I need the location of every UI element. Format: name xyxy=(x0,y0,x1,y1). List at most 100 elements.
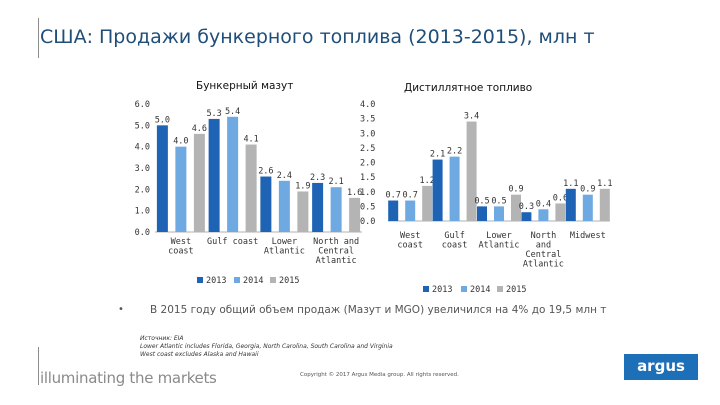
bar xyxy=(175,146,187,232)
legend-swatch xyxy=(497,286,503,292)
bar xyxy=(312,182,324,232)
bar xyxy=(511,194,521,221)
category-label: Central xyxy=(318,247,354,257)
bar xyxy=(565,188,576,221)
legend-swatch xyxy=(197,277,203,283)
data-label: 1.2 xyxy=(420,176,435,186)
legend-swatch xyxy=(270,277,276,283)
bar xyxy=(260,176,272,232)
bar xyxy=(555,203,566,221)
category-label: North xyxy=(531,231,557,241)
data-label: 4.1 xyxy=(243,135,258,145)
chart2-title: Дистиллятное топливо xyxy=(404,82,533,94)
bar xyxy=(521,212,532,221)
legend-swatch xyxy=(234,277,240,283)
legend-label: 2014 xyxy=(470,285,490,295)
data-label: 1.9 xyxy=(295,181,310,191)
data-label: 0.4 xyxy=(536,199,551,209)
bar xyxy=(227,116,239,232)
data-label: 2.1 xyxy=(328,177,343,187)
data-label: 2.4 xyxy=(277,171,292,181)
source-line: Источник: EIA xyxy=(140,335,184,342)
data-label: 2.2 xyxy=(447,147,462,157)
data-label: 1.1 xyxy=(563,179,578,189)
category-label: coast xyxy=(397,241,423,251)
category-label: Central xyxy=(525,250,561,260)
data-label: 1.1 xyxy=(597,179,612,189)
data-label: 0.7 xyxy=(403,191,418,201)
bar xyxy=(449,156,460,221)
y-tick-label: 3.5 xyxy=(360,115,375,125)
note-bullet: • xyxy=(118,304,124,315)
y-tick-label: 5.0 xyxy=(135,121,150,131)
bar xyxy=(193,133,205,232)
category-label: North and xyxy=(313,237,359,247)
bar xyxy=(494,206,504,221)
category-label: West xyxy=(400,231,420,241)
category-label: Midwest xyxy=(570,231,606,241)
data-label: 0.9 xyxy=(508,185,523,195)
y-tick-label: 2.0 xyxy=(135,185,150,195)
data-label: 5.4 xyxy=(225,107,240,117)
legend-label: 2015 xyxy=(279,276,299,286)
category-label: Atlantic xyxy=(316,256,357,266)
bar xyxy=(538,209,549,221)
category-label: coast xyxy=(168,247,194,257)
bar xyxy=(245,144,257,232)
y-tick-label: 2.0 xyxy=(360,159,375,169)
summary-note: В 2015 году общий объем продаж (Мазут и … xyxy=(150,304,607,316)
data-label: 0.7 xyxy=(386,191,401,201)
source-footnote-west-coast: West coast excludes Alaska and Hawaii xyxy=(140,351,259,358)
legend-swatch xyxy=(423,286,429,292)
category-label: Lower xyxy=(486,231,512,241)
y-tick-label: 2.5 xyxy=(360,144,375,154)
y-tick-label: 3.0 xyxy=(135,164,150,174)
bar xyxy=(466,121,477,221)
legend-label: 2015 xyxy=(506,285,526,295)
y-tick-label: 0.0 xyxy=(360,217,375,227)
y-tick-label: 1.0 xyxy=(360,188,375,198)
page-title: США: Продажи бункерного топлива (2013-20… xyxy=(40,26,595,48)
data-label: 2.1 xyxy=(430,150,445,160)
category-label: Lower xyxy=(272,237,298,247)
category-label: Gulf coast xyxy=(207,237,258,247)
data-label: 2.6 xyxy=(258,167,273,177)
bar xyxy=(297,191,309,232)
bar xyxy=(405,200,416,221)
legend-swatch xyxy=(461,286,467,292)
bar xyxy=(388,200,399,221)
data-label: 3.4 xyxy=(464,112,479,122)
data-label: 2.3 xyxy=(310,173,325,183)
y-tick-label: 0.5 xyxy=(360,202,375,212)
category-label: Atlantic xyxy=(479,241,520,251)
legend-label: 2014 xyxy=(243,276,263,286)
bar xyxy=(432,159,443,221)
argus-logo: argus xyxy=(624,354,698,380)
bar xyxy=(278,180,290,232)
data-label: 4.6 xyxy=(192,124,207,134)
footer-tagline: illuminating the markets xyxy=(40,369,217,387)
category-label: and xyxy=(536,241,551,251)
legend-label: 2013 xyxy=(432,285,452,295)
y-tick-label: 1.0 xyxy=(135,207,150,217)
category-label: coast xyxy=(442,241,468,251)
footer-accent-line xyxy=(38,347,39,385)
category-label: Atlantic xyxy=(264,247,305,257)
data-label: 0.5 xyxy=(491,196,506,206)
bar xyxy=(156,125,168,232)
data-label: 0.5 xyxy=(474,196,489,206)
y-tick-label: 0.0 xyxy=(135,228,150,238)
bar xyxy=(599,188,610,221)
bar xyxy=(208,118,220,232)
data-label: 0.6 xyxy=(553,193,568,203)
y-tick-label: 4.0 xyxy=(360,100,375,110)
y-tick-label: 3.0 xyxy=(360,129,375,139)
bar xyxy=(349,197,361,232)
category-label: West xyxy=(171,237,191,247)
data-label: 0.3 xyxy=(519,202,534,212)
source-footnote-lower-atlantic: Lower Atlantic includes Florida, Georgia… xyxy=(140,343,393,350)
data-label: 1.6 xyxy=(347,188,362,198)
category-label: Atlantic xyxy=(523,260,564,270)
y-tick-label: 6.0 xyxy=(135,100,150,110)
